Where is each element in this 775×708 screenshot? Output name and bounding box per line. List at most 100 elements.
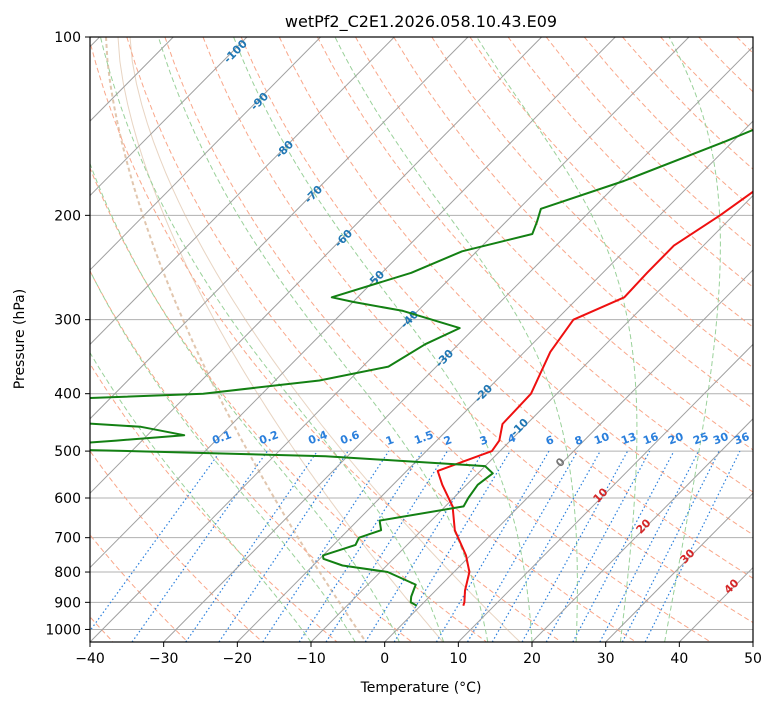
dry-adiabat-line — [90, 450, 263, 642]
mixing-ratio-label: 0.4 — [306, 428, 329, 447]
isotherm-line — [90, 37, 469, 420]
moist-adiabat-line — [90, 269, 356, 642]
extra-curves — [105, 37, 521, 642]
dewpoint-profile-line — [90, 128, 753, 607]
mixing-ratio-line — [185, 450, 318, 642]
mixing-ratio-label: 3 — [478, 433, 490, 448]
y-tick-label: 700 — [54, 531, 81, 547]
dry-adiabat-line — [90, 362, 337, 642]
isotherm-line — [90, 37, 248, 197]
mixing-ratio-label: 1 — [384, 433, 396, 448]
moist-adiabat-line — [476, 37, 638, 642]
y-tick-label: 400 — [54, 387, 81, 403]
mixing-ratio-label: 0.2 — [257, 428, 280, 447]
x-tick-label: 40 — [670, 651, 688, 667]
mixing-ratio-label: 1.5 — [412, 428, 435, 447]
isotherm-line — [605, 492, 753, 642]
moist-adiabat-line — [233, 37, 533, 642]
isotherm-line — [90, 37, 690, 642]
x-axis-ticks: −40 −30 −20 −10 0 10 20 30 40 50 — [75, 642, 762, 667]
x-tick-label: −30 — [149, 651, 179, 667]
moist-adiabats — [90, 37, 721, 642]
mixing-ratio-line — [364, 450, 485, 642]
mixing-ratio-line — [298, 450, 424, 642]
moist-adiabat-line — [157, 37, 489, 642]
x-tick-label: 0 — [380, 651, 389, 667]
x-tick-label: −10 — [296, 651, 326, 667]
chart-title: wetPf2_C2E1.2026.058.10.43.E09 — [285, 12, 557, 32]
isotherm-line — [457, 343, 753, 642]
dry-adiabat-line — [316, 37, 753, 493]
isotherm-line — [90, 37, 542, 494]
y-tick-label: 1000 — [45, 622, 81, 638]
dry-adiabat-line — [202, 37, 753, 624]
isotherm-line — [384, 269, 753, 642]
profile-series — [90, 128, 753, 607]
isotherm-line — [90, 37, 395, 346]
mixing-ratio-label: 10 — [592, 430, 611, 448]
extra-curve-line — [105, 37, 367, 642]
moist-adiabat-line — [100, 37, 445, 642]
x-tick-label: −20 — [223, 651, 253, 667]
mixing-ratio-label: 2 — [442, 433, 454, 448]
dry-adiabat-line — [90, 40, 561, 642]
isotherm-line — [90, 37, 321, 271]
x-tick-label: −40 — [75, 651, 105, 667]
extra-curve-line — [117, 37, 444, 642]
mixing-ratio-line — [491, 450, 601, 642]
moist-adiabat-line — [664, 37, 721, 642]
mixing-ratio-line — [466, 450, 579, 642]
isotherm-line — [531, 418, 753, 642]
mixing-ratio-line — [325, 450, 448, 642]
dry-adiabat-line — [469, 37, 753, 328]
mixing-ratio-label: 13 — [619, 430, 638, 447]
mixing-ratio-label: 4 — [506, 431, 518, 446]
plot-area: -100-90-80-70-60-50-40-30-20-10010203040… — [90, 37, 753, 642]
mixing-ratio-line — [218, 450, 349, 642]
extra-curve-line — [129, 37, 521, 642]
plot-frame — [89, 36, 754, 643]
y-tick-label: 300 — [54, 313, 81, 329]
y-tick-label: 800 — [54, 565, 81, 581]
mixing-ratio-line — [521, 450, 629, 642]
dry-adiabat-line — [278, 37, 753, 536]
y-tick-label: 500 — [54, 444, 81, 460]
dry-adiabats — [90, 37, 753, 642]
mixing-ratio-label: 6 — [544, 433, 556, 448]
x-tick-label: 50 — [744, 651, 762, 667]
temperature-profile-line — [436, 190, 753, 607]
mixing-ratio-label: 0.1 — [210, 428, 233, 447]
x-tick-label: 30 — [597, 651, 615, 667]
mixing-ratio-line — [131, 450, 268, 642]
mixing-ratio-line — [90, 450, 222, 632]
mixing-ratio-label: 16 — [641, 430, 660, 448]
y-tick-label: 900 — [54, 595, 81, 611]
x-tick-label: 10 — [449, 651, 467, 667]
x-axis-label: Temperature (°C) — [360, 680, 482, 696]
moist-adiabat-line — [334, 37, 578, 642]
mixing-ratio-label: 8 — [573, 433, 585, 448]
y-tick-label: 200 — [54, 208, 81, 224]
dry-adiabat-line — [90, 269, 412, 642]
mixing-ratio-label: 20 — [666, 430, 685, 448]
isotherm-line — [90, 37, 616, 569]
mixing-ratio-label: 36 — [732, 430, 751, 448]
dry-adiabat-line — [240, 37, 753, 579]
y-tick-label: 600 — [54, 491, 81, 507]
moist-adiabat-line — [90, 162, 400, 642]
mixing-ratio-label: 0.6 — [338, 428, 361, 447]
x-tick-label: 20 — [523, 651, 541, 667]
isotherm-line — [163, 46, 753, 642]
mixing-ratio-label: 30 — [711, 430, 730, 448]
mixing-ratio-label: 25 — [691, 430, 710, 447]
mixing-ratio-line — [572, 450, 675, 642]
isotherm-line — [310, 194, 753, 642]
dry-adiabat-line — [90, 166, 487, 642]
mixing-ratio-line — [393, 450, 511, 642]
mixing-ratio-line — [435, 450, 550, 642]
dry-adiabat-line — [90, 534, 188, 642]
dry-adiabat-line — [164, 37, 711, 642]
y-axis-label: Pressure (hPa) — [12, 289, 28, 389]
